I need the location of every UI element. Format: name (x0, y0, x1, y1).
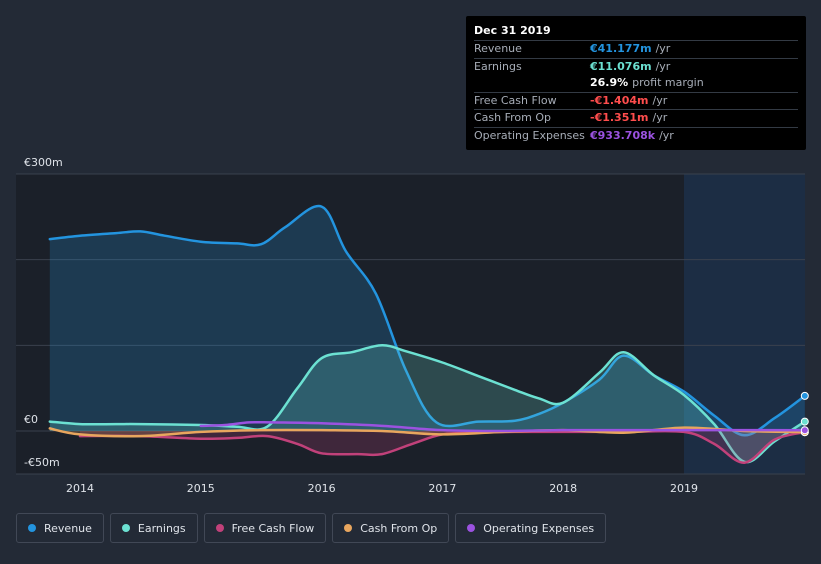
x-axis-label: 2015 (187, 482, 215, 495)
tooltip-row-label: Operating Expenses (474, 128, 585, 142)
tooltip-row-unit: /yr (652, 93, 668, 107)
tooltip-row: Operating Expenses €933.708k/yr (474, 126, 798, 145)
legend-item-revenue[interactable]: Revenue (16, 513, 104, 543)
tooltip-row: Free Cash Flow -€1.404m/yr (474, 91, 798, 110)
tooltip-row-value: €933.708k (590, 128, 656, 142)
legend-item-earnings[interactable]: Earnings (109, 513, 198, 543)
legend-label: Cash From Op (360, 521, 438, 535)
legend-item-cash-from-op[interactable]: Cash From Op (332, 513, 450, 543)
tooltip-row-value: -€1.404m (590, 93, 649, 107)
legend-label: Revenue (44, 521, 92, 535)
tooltip-row: Cash From Op -€1.351m/yr (474, 109, 798, 127)
tooltip-row-unit: /yr (659, 128, 674, 142)
legend-dot-icon (215, 524, 224, 532)
legend-dot-icon (28, 524, 36, 532)
tooltip-row-label: Revenue (474, 42, 522, 55)
cash-from-op-line (48, 426, 807, 438)
legend-item-operating-expenses[interactable]: Operating Expenses (455, 513, 607, 543)
revenue-line (48, 204, 807, 437)
revenue-area (49, 206, 805, 436)
tooltip-date: Dec 31 2019 (474, 24, 551, 37)
tooltip-row: Revenue €41.177m/yr (474, 40, 798, 58)
legend-dot-icon (121, 524, 130, 532)
earnings-area (49, 345, 805, 463)
y-axis-label: €300m (24, 156, 63, 169)
x-axis-label: 2019 (670, 482, 698, 495)
earnings-end-point (800, 417, 809, 426)
tooltip-row-unit: /yr (655, 42, 671, 55)
tooltip-row-unit: /yr (655, 59, 671, 73)
tooltip-row: 26.9% profit margin (474, 75, 798, 92)
legend-item-free-cash-flow[interactable]: Free Cash Flow (203, 513, 327, 543)
cash-from-op-area (49, 427, 805, 437)
legend-label: Free Cash Flow (231, 521, 315, 535)
operating-expenses-line (199, 420, 807, 433)
tooltip-row-unit: profit margin (632, 76, 704, 89)
revenue-end-point (800, 391, 809, 400)
legend-dot-icon (344, 524, 353, 532)
tooltip-row-unit: /yr (652, 111, 668, 124)
tooltip-row-label: Earnings (474, 59, 522, 73)
x-axis-label: 2014 (66, 482, 94, 495)
tooltip-row-label: Cash From Op (474, 111, 552, 124)
legend-label: Operating Expenses (483, 521, 595, 535)
tooltip-row-value: €11.076m (590, 59, 652, 73)
y-axis-label: -€50m (24, 456, 60, 469)
legend-label: Earnings (137, 521, 186, 535)
tooltip-row-value: 26.9% (590, 76, 629, 89)
x-axis-label: 2016 (308, 482, 336, 495)
free-cash-flow-line (78, 429, 807, 464)
operating-expenses-end-point (800, 426, 809, 435)
highlight-region (684, 174, 805, 474)
tooltip: Dec 31 2019 Revenue €41.177m/yr Earnings €1… (466, 16, 806, 150)
tooltip-row-value: €41.177m (590, 42, 652, 55)
tooltip-row: Earnings €11.076m/yr (474, 57, 798, 76)
legend: Revenue Earnings Free Cash Flow Cash From O… (16, 513, 607, 543)
tooltip-row-label: Free Cash Flow (474, 93, 557, 107)
legend-dot-icon (467, 524, 476, 532)
tooltip-row-value: -€1.351m (590, 111, 649, 124)
free-cash-flow-area (80, 431, 805, 463)
x-axis-label: 2018 (549, 482, 577, 495)
x-axis-label: 2017 (428, 482, 456, 495)
y-axis-label: €0 (24, 413, 38, 426)
tooltip-rows: Revenue €41.177m/yr Earnings €11.076m/yr 26.… (474, 40, 798, 144)
